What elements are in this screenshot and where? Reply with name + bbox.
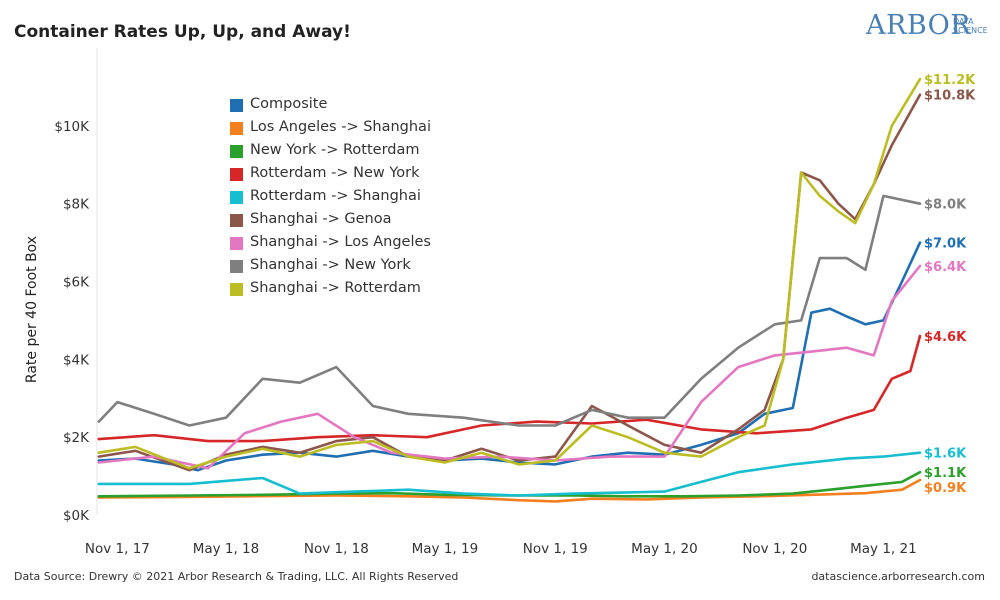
end-value-label-1: $0.9K	[924, 481, 967, 496]
footer-source: Data Source: Drewry © 2021 Arbor Researc…	[14, 570, 459, 583]
x-tick-label: May 1, 20	[631, 541, 698, 557]
y-tick-label: $2K	[63, 430, 90, 446]
logo-subtitle-line2: SCIENCE	[953, 26, 988, 35]
chart-title: Container Rates Up, Up, and Away!	[14, 22, 351, 42]
legend-swatch	[230, 237, 243, 250]
series-line-7	[97, 194, 922, 427]
legend-label: Composite	[250, 96, 328, 112]
x-tick-label: Nov 1, 20	[742, 541, 807, 557]
legend-swatch	[230, 283, 243, 296]
end-value-label-5: $10.8K	[924, 89, 976, 104]
y-tick-label: $4K	[63, 352, 90, 368]
legend-label: Shanghai -> Los Angeles	[250, 234, 431, 250]
legend-swatch	[230, 145, 243, 158]
legend-label: Shanghai -> Genoa	[250, 211, 392, 227]
logo-subtitle-line1: DATA	[953, 17, 974, 26]
legend-swatch	[230, 168, 243, 181]
legend-label: Los Angeles -> Shanghai	[250, 119, 431, 135]
end-value-label-6: $6.4K	[924, 260, 967, 275]
series-line-6	[97, 264, 922, 470]
end-value-label-4: $1.6K	[924, 447, 967, 462]
series-line-1	[97, 478, 922, 503]
x-tick-label: Nov 1, 17	[85, 541, 150, 557]
end-value-label-7: $8.0K	[924, 198, 967, 213]
legend-label: Shanghai -> Rotterdam	[250, 280, 421, 296]
end-value-label-0: $7.0K	[924, 237, 967, 252]
end-value-label-3: $4.6K	[924, 330, 967, 345]
legend-label: New York -> Rotterdam	[250, 142, 420, 158]
x-tick-label: May 1, 19	[412, 541, 479, 557]
arbor-logo: ARBOR DATA SCIENCE	[866, 10, 990, 46]
legend-swatch	[230, 122, 243, 135]
chart-end-labels: $11.2K$10.8K $8.0K $7.0K $6.4K $4.6K $1.6K $1.…	[924, 73, 976, 496]
y-tick-label: $6K	[63, 275, 90, 291]
chart-axes: $0K $2K $4K $6K $8K $10K Nov 1, 17 May 1, 18 Nov…	[24, 48, 917, 557]
legend-label: Rotterdam -> Shanghai	[250, 188, 421, 204]
legend-swatch	[230, 214, 243, 227]
legend-label: Rotterdam -> New York	[250, 165, 420, 181]
end-value-label-8: $11.2K	[924, 73, 976, 88]
y-tick-label: $8K	[63, 197, 90, 213]
x-tick-label: Nov 1, 18	[304, 541, 369, 557]
y-axis-label: Rate per 40 Foot Box	[24, 236, 40, 383]
series-line-4	[97, 451, 922, 497]
logo-subtitle: DATA SCIENCE	[953, 17, 988, 35]
x-tick-label: May 1, 21	[850, 541, 917, 557]
legend-swatch	[230, 99, 243, 112]
legend-swatch	[230, 260, 243, 273]
chart-series-lines	[97, 77, 922, 503]
series-line-0	[97, 241, 922, 472]
footer-link[interactable]: datascience.arborresearch.com	[811, 570, 985, 583]
y-tick-label: $10K	[54, 119, 90, 135]
y-tick-label: $0K	[63, 508, 90, 524]
end-value-label-2: $1.1K	[924, 466, 967, 481]
x-tick-label: May 1, 18	[193, 541, 260, 557]
legend-label: Shanghai -> New York	[250, 257, 411, 273]
x-tick-label: Nov 1, 19	[523, 541, 588, 557]
series-line-8	[97, 77, 922, 470]
legend-swatch	[230, 191, 243, 204]
series-line-2	[97, 470, 922, 498]
series-line-3	[97, 334, 922, 443]
logo-wordmark: ARBOR	[866, 10, 972, 41]
series-line-5	[97, 93, 922, 472]
